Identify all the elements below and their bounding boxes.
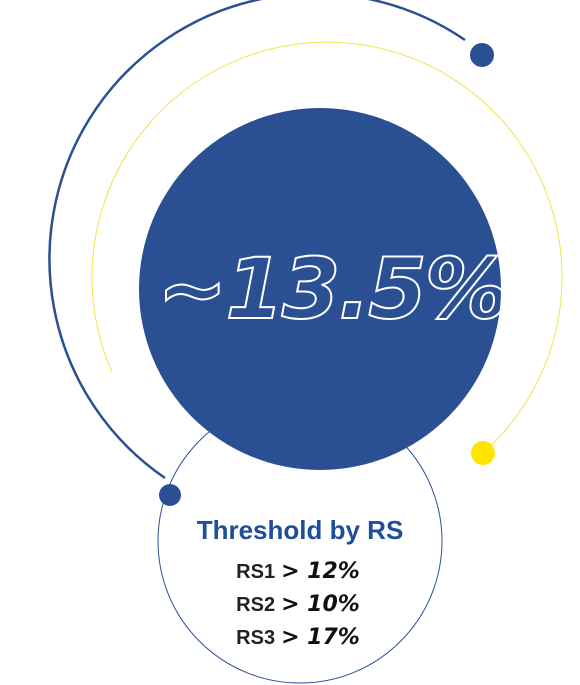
item-label: RS3 [236, 627, 275, 649]
threshold-item: RS1 > 12% [236, 559, 360, 584]
threshold-title: Threshold by RS [197, 515, 404, 545]
headline: ~13.5% [157, 240, 507, 338]
threshold-item: RS2 > 10% [236, 592, 360, 617]
item-value: > 12% [281, 559, 360, 584]
threshold-items: RS1 > 12% RS2 > 10% RS3 > 17% [236, 559, 360, 650]
blue-dot [159, 484, 181, 506]
main-circle [139, 108, 501, 470]
item-label: RS2 [236, 594, 275, 616]
threshold-item: RS3 > 17% [236, 625, 360, 650]
item-value: > 17% [281, 625, 360, 650]
yellow-dot [471, 441, 495, 465]
item-label: RS1 [236, 561, 275, 583]
outer-arc [48, 0, 466, 480]
item-value: > 10% [281, 592, 360, 617]
blue-dot [470, 43, 494, 67]
yellow-arc [91, 41, 563, 454]
